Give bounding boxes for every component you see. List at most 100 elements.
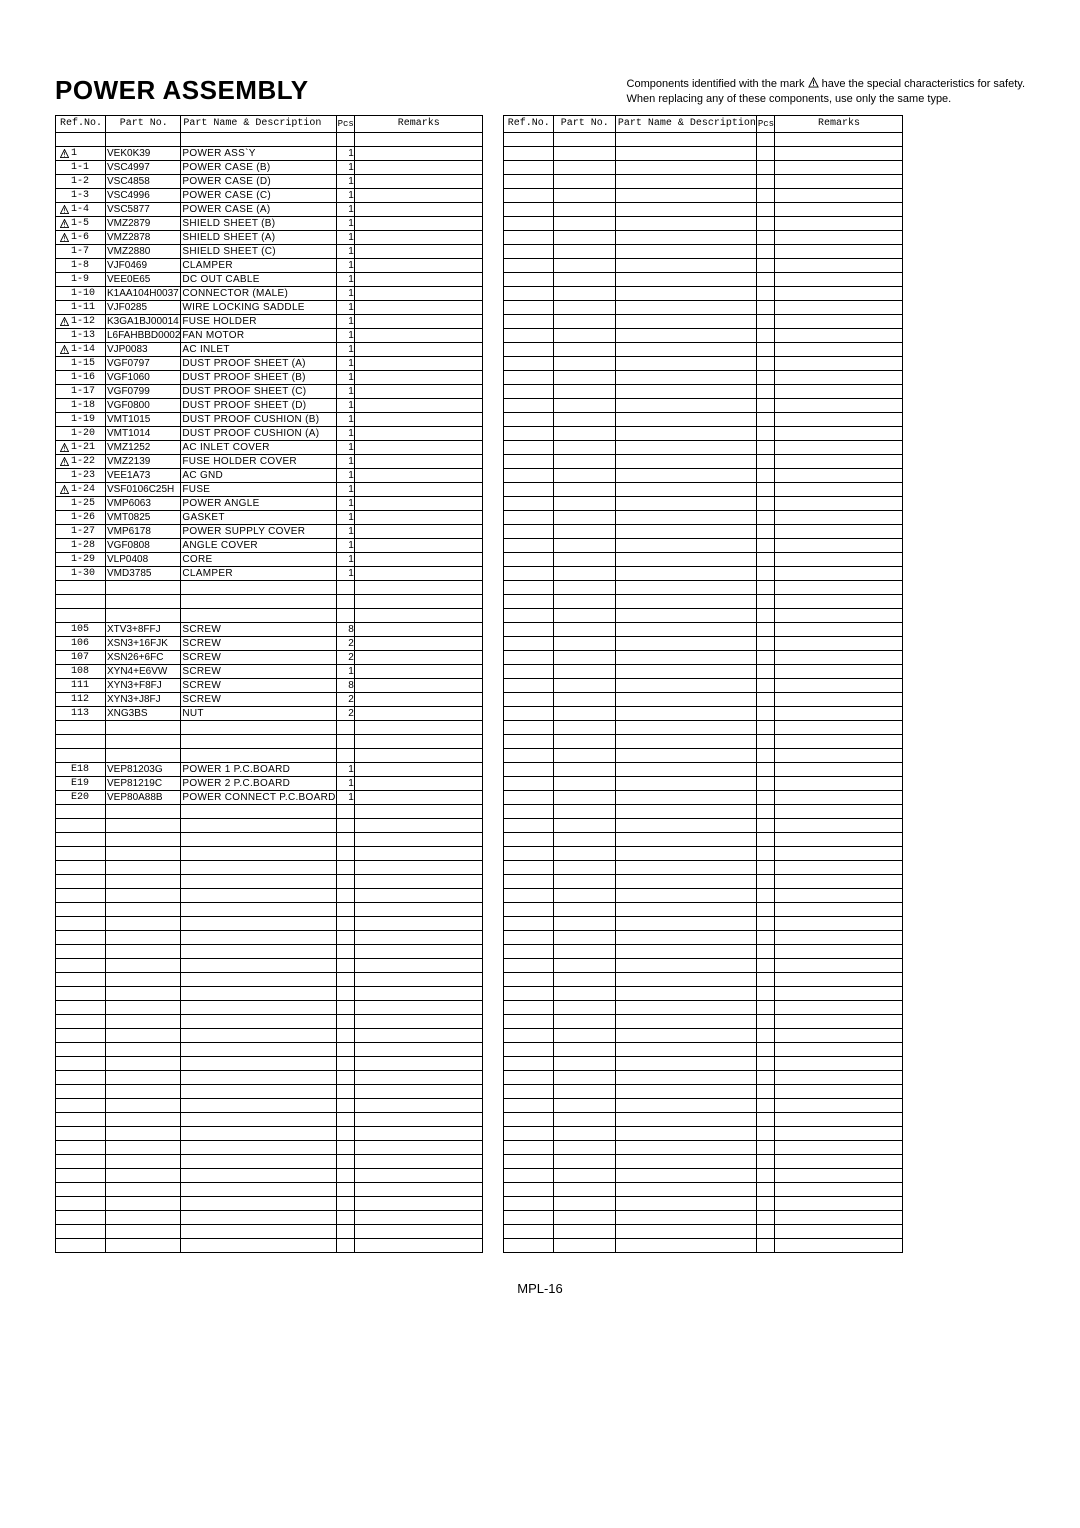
table-row (503, 846, 902, 860)
ref-no: 1-14 (71, 343, 95, 356)
table-row (503, 1084, 902, 1098)
cell-pcs: 1 (336, 426, 354, 440)
cell-part: VGF0797 (106, 356, 181, 370)
cell-desc: AC GND (181, 468, 336, 482)
table-row: 1-21VMZ1252AC INLET COVER1 (56, 440, 483, 454)
cell-pcs: 1 (336, 510, 354, 524)
cell-pcs: 1 (336, 776, 354, 790)
table-row (503, 412, 902, 426)
cell-ref: 106 (56, 636, 106, 650)
cell-part: VMP6178 (106, 524, 181, 538)
cell-remarks (354, 300, 482, 314)
cell-remarks (354, 706, 482, 720)
cell-ref: 108 (56, 664, 106, 678)
ref-no: 1-27 (71, 525, 95, 538)
table-row: 1-11VJF0285WIRE LOCKING SADDLE1 (56, 300, 483, 314)
ref-no: 1-15 (71, 357, 95, 370)
cell-remarks (354, 328, 482, 342)
note-line1a: Components identified with the mark (627, 78, 805, 90)
table-row (503, 818, 902, 832)
cell-ref: 1-20 (56, 426, 106, 440)
table-row (56, 720, 483, 734)
cell-part: VMZ2139 (106, 454, 181, 468)
cell-ref: 1-12 (56, 314, 106, 328)
table-row (56, 818, 483, 832)
cell-desc: SCREW (181, 650, 336, 664)
ref-no: E18 (71, 763, 89, 776)
cell-part: VEE0E65 (106, 272, 181, 286)
cell-pcs: 1 (336, 538, 354, 552)
cell-ref: 105 (56, 622, 106, 636)
warning-triangle-icon (60, 345, 69, 354)
cell-remarks (354, 440, 482, 454)
cell-remarks (354, 370, 482, 384)
cell-remarks (354, 286, 482, 300)
table-row: 106XSN3+16FJKSCREW2 (56, 636, 483, 650)
cell-ref: 1-30 (56, 566, 106, 580)
table-row (503, 188, 902, 202)
table-row (56, 944, 483, 958)
cell-remarks (354, 664, 482, 678)
table-row (503, 748, 902, 762)
cell-ref: 1-3 (56, 188, 106, 202)
cell-part: VSC4858 (106, 174, 181, 188)
cell-part: VMT1015 (106, 412, 181, 426)
cell-pcs: 1 (336, 356, 354, 370)
cell-remarks (354, 776, 482, 790)
table-row (503, 804, 902, 818)
table-row (503, 398, 902, 412)
cell-desc: SCREW (181, 622, 336, 636)
cell-ref: 1 (56, 146, 106, 160)
cell-ref: 1-13 (56, 328, 106, 342)
cell-part: VMP6063 (106, 496, 181, 510)
cell-ref: E18 (56, 762, 106, 776)
table-row (56, 1112, 483, 1126)
cell-part: VGF0799 (106, 384, 181, 398)
cell-ref: 1-11 (56, 300, 106, 314)
cell-remarks (354, 202, 482, 216)
cell-ref: 1-15 (56, 356, 106, 370)
warning-triangle-icon (60, 219, 69, 228)
table-row (503, 1042, 902, 1056)
cell-ref: 1-9 (56, 272, 106, 286)
safety-note: Components identified with the mark have… (627, 75, 1025, 107)
ref-no: 1-28 (71, 539, 95, 552)
table-row: 1-4VSC5877POWER CASE (A)1 (56, 202, 483, 216)
cell-pcs: 1 (336, 468, 354, 482)
cell-remarks (354, 160, 482, 174)
cell-remarks (354, 342, 482, 356)
table-row: 1-16VGF1060DUST PROOF SHEET (B)1 (56, 370, 483, 384)
table-row (56, 734, 483, 748)
cell-pcs: 1 (336, 174, 354, 188)
table-row: 1-28VGF0808ANGLE COVER1 (56, 538, 483, 552)
cell-remarks (354, 650, 482, 664)
cell-ref: 1-29 (56, 552, 106, 566)
cell-part: VEP80A88B (106, 790, 181, 804)
table-row (503, 664, 902, 678)
table-row: 1-9VEE0E65DC OUT CABLE1 (56, 272, 483, 286)
cell-remarks (354, 398, 482, 412)
table-row (56, 748, 483, 762)
ref-no: 1-13 (71, 329, 95, 342)
th-ref: Ref.No. (503, 115, 553, 132)
table-row (503, 706, 902, 720)
cell-ref: 1-6 (56, 230, 106, 244)
table-row (503, 1140, 902, 1154)
cell-pcs: 1 (336, 188, 354, 202)
table-row (56, 132, 483, 146)
cell-desc: SCREW (181, 636, 336, 650)
cell-part: XSN26+6FC (106, 650, 181, 664)
table-row: 1-23VEE1A73AC GND1 (56, 468, 483, 482)
table-row (503, 440, 902, 454)
table-row: E20VEP80A88BPOWER CONNECT P.C.BOARD1 (56, 790, 483, 804)
table-row (503, 272, 902, 286)
table-row (56, 958, 483, 972)
cell-remarks (354, 216, 482, 230)
cell-pcs: 1 (336, 412, 354, 426)
cell-part: VMD3785 (106, 566, 181, 580)
table-row (503, 580, 902, 594)
cell-pcs: 1 (336, 664, 354, 678)
cell-pcs: 1 (336, 384, 354, 398)
table-row (503, 1224, 902, 1238)
table-row (56, 846, 483, 860)
